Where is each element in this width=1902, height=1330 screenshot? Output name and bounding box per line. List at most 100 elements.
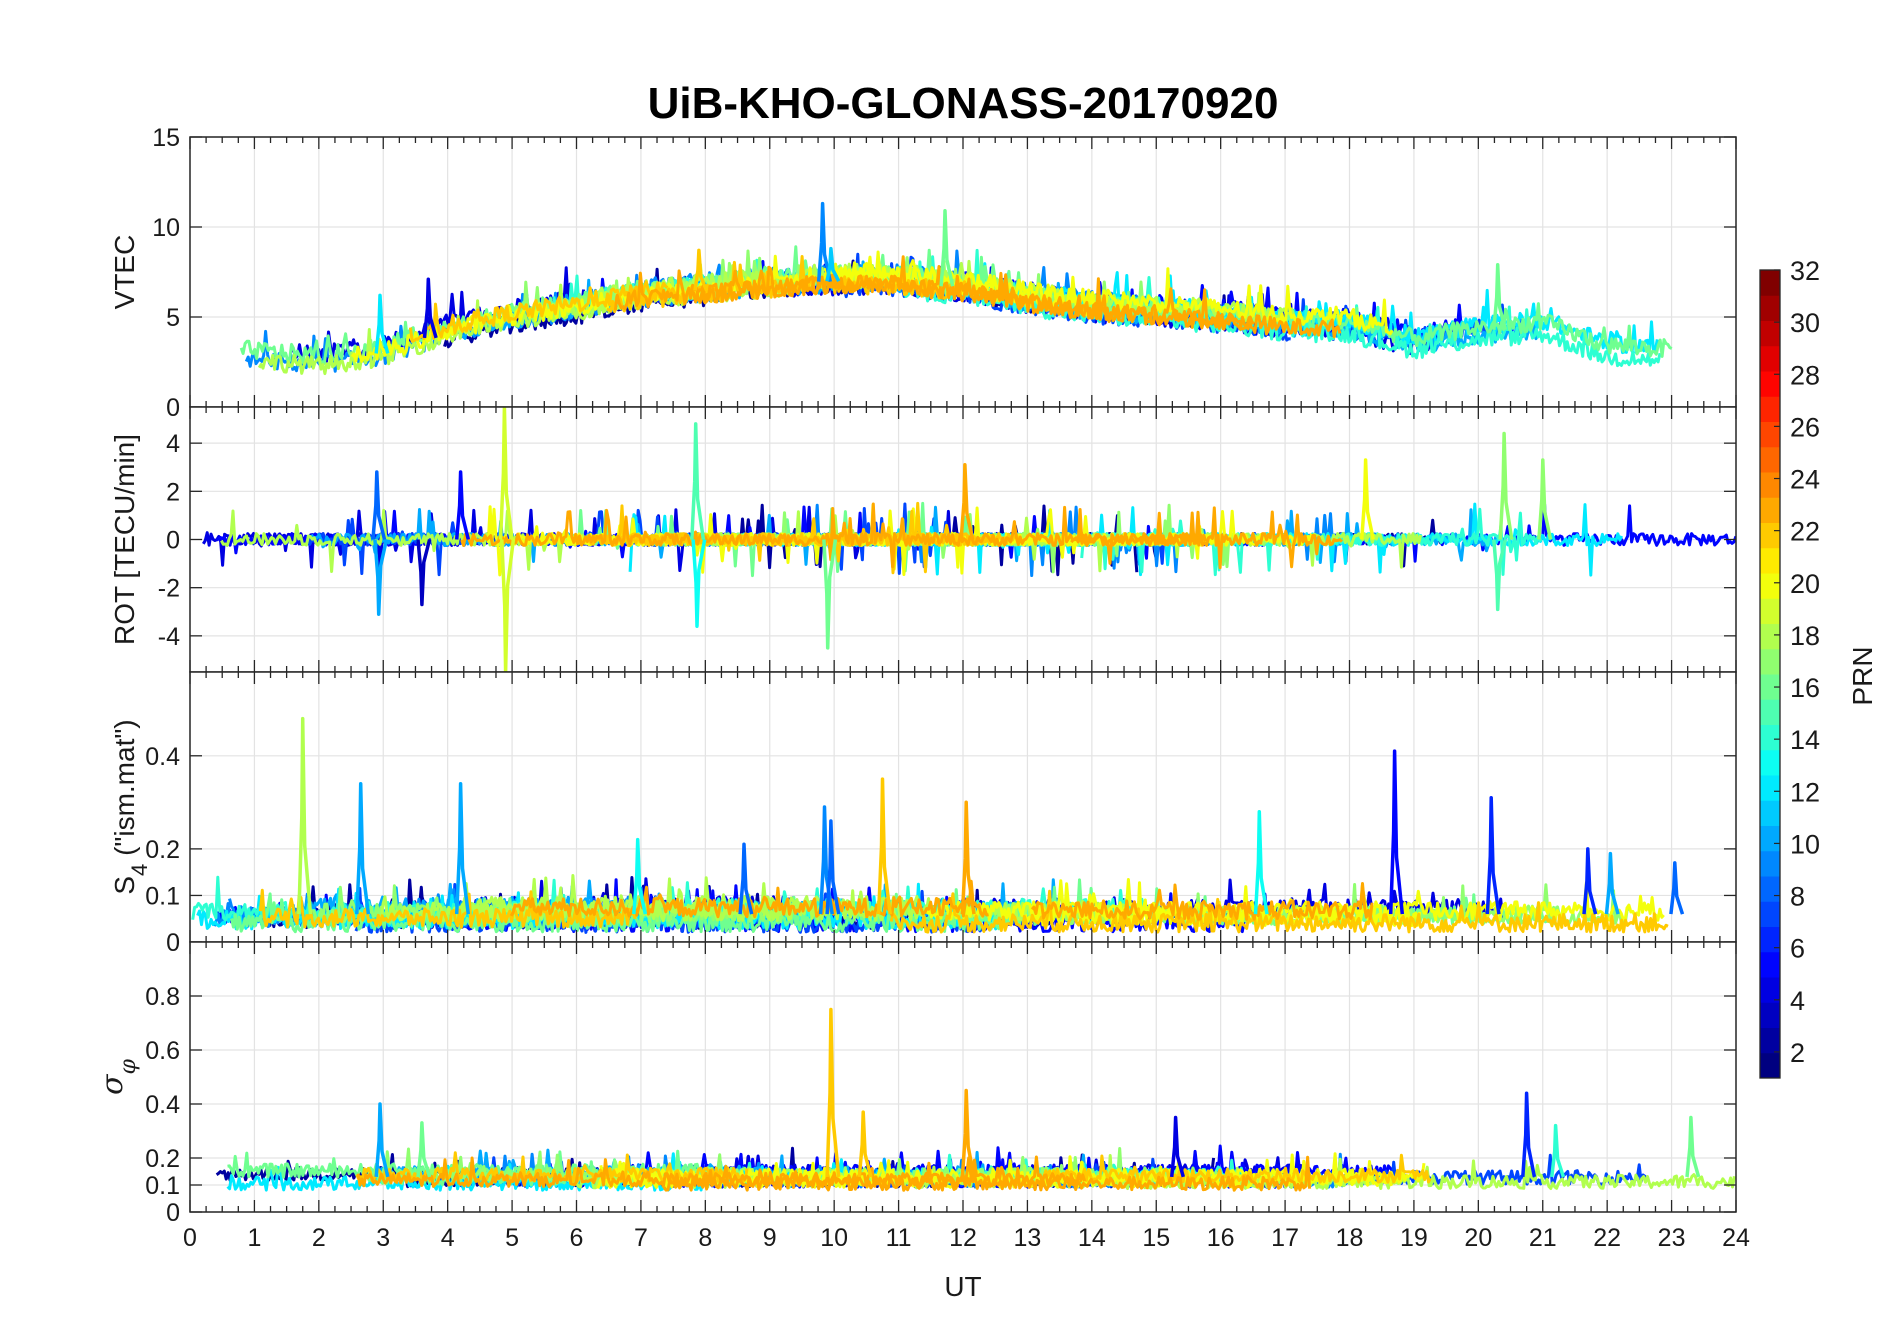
spike-mark-5 [373, 539, 389, 616]
spike-mark-14 [1669, 861, 1685, 915]
series-prn-23 [460, 502, 1208, 569]
spike-mark-4 [1492, 263, 1508, 331]
series-group [202, 407, 1736, 672]
colorbar-tick-label: 16 [1790, 673, 1820, 703]
spike-mark-11 [738, 842, 754, 915]
colorbar-segment-22 [1760, 522, 1780, 549]
colorbar-segment-18 [1760, 623, 1780, 650]
spike-mark-1 [939, 209, 955, 287]
series-prn-18 [220, 508, 591, 573]
y-tick-label: 10 [152, 214, 180, 242]
panel-s4: 0 0.1 0.2 0.4 [145, 671, 1737, 957]
colorbar-tick-label: 18 [1790, 621, 1820, 651]
panel-rot: -4 -2 0 2 4 [158, 406, 1737, 673]
spike-mark-5 [1388, 749, 1405, 915]
colorbar-segment-12 [1760, 775, 1780, 801]
series-prn-23 [662, 1155, 1312, 1192]
x-tick-label: 13 [1014, 1224, 1042, 1252]
series-prn-18 [379, 882, 1141, 923]
x-tick-label: 22 [1593, 1224, 1621, 1252]
colorbar-tick-label: 32 [1790, 256, 1820, 286]
colorbar-segment-32 [1760, 270, 1780, 296]
spike-mark-3 [1521, 1091, 1537, 1178]
colorbar-segment-26 [1760, 421, 1780, 448]
spike-mark-2 [690, 422, 706, 540]
colorbar-segment-10 [1760, 825, 1780, 852]
colorbar-segment-6 [1760, 926, 1780, 953]
spike-mark-4 [960, 800, 976, 915]
colorbar-segment-8 [1760, 876, 1780, 902]
x-tick-label: 2 [312, 1224, 326, 1252]
y-tick-label: 0 [166, 527, 180, 555]
series-prn-23 [1030, 882, 1374, 921]
spike-mark-6 [371, 470, 387, 540]
series-prn-18 [452, 874, 934, 917]
spike-mark-2 [857, 1110, 873, 1178]
colorbar-tick-label: 26 [1790, 412, 1820, 442]
spike-mark-11 [1492, 539, 1508, 612]
colorbar-segment-24 [1760, 472, 1780, 498]
y-tick-label: 4 [166, 430, 180, 458]
x-tick-label: 1 [247, 1224, 261, 1252]
spike-mark-6 [1485, 795, 1501, 915]
colorbar-tick-label: 12 [1790, 777, 1820, 807]
colorbar-segment-15 [1760, 699, 1780, 725]
y-tick-label: 0.4 [145, 1091, 180, 1119]
colorbar-segment-28 [1760, 371, 1780, 397]
x-axis-label: UT [944, 1271, 981, 1302]
x-tick-label: 12 [949, 1224, 977, 1252]
colorbar-segment-20 [1760, 573, 1780, 599]
y-axis-label-vtec: VTEC [109, 235, 140, 310]
y-tick-label: 0 [166, 929, 180, 957]
colorbar-tick-label: 28 [1790, 360, 1820, 390]
spike-mark-0 [825, 1007, 841, 1178]
spike-mark-8 [959, 463, 975, 540]
panel-vtec: 0 5 10 15 [152, 124, 1737, 422]
spike-mark-10 [632, 837, 648, 915]
spike-mark-4 [822, 539, 838, 650]
colorbar-segment-2 [1760, 1027, 1780, 1054]
spike-mark-1 [500, 539, 516, 672]
spike-mark-12 [1537, 458, 1553, 540]
colorbar-segment-11 [1760, 800, 1780, 826]
y-tick-label: -2 [158, 575, 180, 603]
y-axis-label-sigma_phi: σφ [95, 1058, 141, 1094]
colorbar-segment-19 [1760, 598, 1780, 624]
y-axis-label-text: VTEC [109, 235, 140, 310]
colorbar-segment-5 [1760, 951, 1780, 978]
colorbar-tick-label: 4 [1790, 986, 1805, 1016]
colorbar-segment-16 [1760, 674, 1780, 700]
y-tick-label: 0.2 [145, 1145, 180, 1173]
spike-mark-7 [416, 1121, 432, 1178]
colorbar-segment-23 [1760, 497, 1780, 523]
spike-mark-13 [1604, 851, 1620, 915]
spike-mark-3 [693, 248, 709, 292]
y-tick-label: 0.2 [145, 836, 180, 864]
y-tick-label: 0 [166, 394, 180, 422]
spike-mark-1 [960, 1088, 976, 1178]
panel-sigma_phi: 00.10.2 0.4 0.6 0.8 [145, 941, 1737, 1227]
x-tick-label: 3 [376, 1224, 390, 1252]
colorbar-segment-13 [1760, 749, 1780, 776]
colorbar-label: PRN [1847, 646, 1878, 705]
colorbar-tick-label: 24 [1790, 465, 1820, 495]
series-group [215, 1007, 1736, 1192]
spike-mark-13 [416, 539, 432, 607]
colorbar-frame [1759, 269, 1781, 1079]
series-prn-22 [1040, 1153, 1432, 1184]
colorbar-segment-1 [1760, 1052, 1780, 1079]
y-tick-label: 5 [166, 304, 180, 332]
x-tick-label: 18 [1336, 1224, 1364, 1252]
colorbar-segment-31 [1760, 295, 1780, 321]
series-prn-16 [230, 888, 1002, 934]
x-tick-label: 6 [570, 1224, 584, 1252]
colorbar-segment-21 [1760, 547, 1780, 574]
x-tick-label: 5 [505, 1224, 519, 1252]
spike-mark-2 [454, 781, 471, 915]
spike-mark-6 [1169, 1115, 1185, 1178]
x-tick-label: 10 [820, 1224, 848, 1252]
spike-mark-5 [422, 277, 438, 339]
series-group [191, 716, 1685, 934]
